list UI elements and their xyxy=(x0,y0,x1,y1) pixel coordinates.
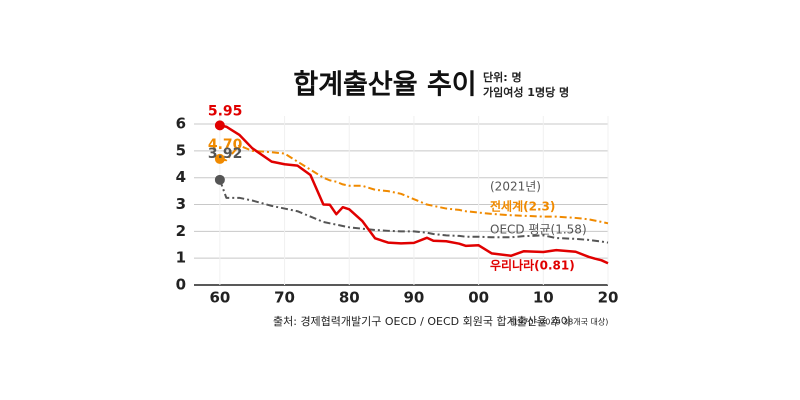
series-line xyxy=(219,144,609,225)
y-tick-label: 5 xyxy=(176,141,186,159)
y-tick-label: 2 xyxy=(176,222,186,240)
x-tick-label: 00 xyxy=(468,289,489,307)
start-point xyxy=(214,153,225,164)
source-note: (1970~2020 38개국 대상) xyxy=(510,317,608,327)
start-point xyxy=(214,120,225,131)
chart-title: 합계출산율 추이 xyxy=(293,70,476,101)
x-tick-label: 20 xyxy=(598,289,619,307)
series-label: 전세계(2.3) xyxy=(490,199,555,214)
unit-note: 단위: 명 xyxy=(483,70,522,84)
y-tick-label: 4 xyxy=(176,168,186,186)
series-line xyxy=(219,124,609,265)
x-tick-label: 10 xyxy=(533,289,554,307)
series-label: 우리나라(0.81) xyxy=(490,258,575,273)
y-tick-label: 1 xyxy=(176,249,186,267)
x-tick-label: 90 xyxy=(404,289,425,307)
start-point xyxy=(214,174,225,185)
y-tick-label: 6 xyxy=(176,115,186,133)
series-label: OECD 평균(1.58) xyxy=(490,223,587,237)
data-label: 5.95 xyxy=(208,103,243,119)
unit-note: 가임여성 1명당 명 xyxy=(483,85,569,99)
x-tick-label: 60 xyxy=(209,289,230,307)
annotation: (2021년) xyxy=(490,180,541,194)
series-line xyxy=(218,179,609,244)
y-tick-label: 3 xyxy=(176,195,186,213)
data-label: 3.92 xyxy=(208,146,243,162)
x-tick-label: 70 xyxy=(274,289,295,307)
source: 출처: 경제협력개발기구 OECD / OECD 회원국 합계출산율 추이 xyxy=(273,315,571,328)
data-label: 4.70 xyxy=(208,137,243,153)
x-tick-label: 80 xyxy=(339,289,360,307)
y-tick-label: 0 xyxy=(176,276,186,294)
